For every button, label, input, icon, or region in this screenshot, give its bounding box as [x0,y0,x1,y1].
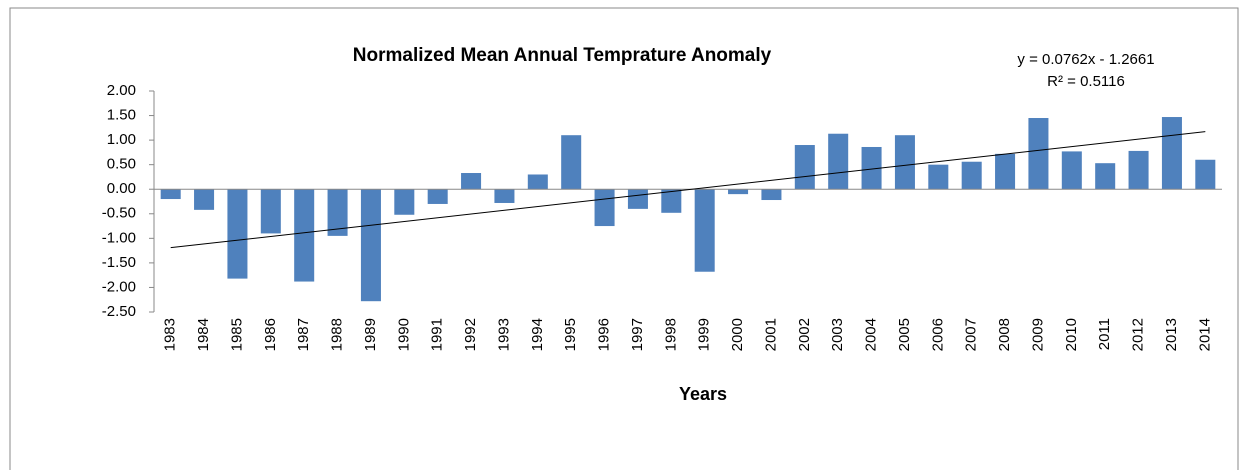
bar [594,189,615,227]
bar [227,189,248,279]
trendline-equation: y = 0.0762x - 1.2661 [1017,51,1154,68]
x-tick-label: 1987 [295,318,312,351]
bar [995,153,1016,190]
bar [761,189,782,201]
x-tick-label: 1996 [596,318,613,351]
bar [828,133,849,190]
x-tick-label: 1988 [329,318,346,351]
x-tick-label: 1989 [362,318,379,351]
bar [1095,163,1116,190]
x-tick-label: 1991 [429,318,446,351]
bar [327,189,348,236]
bar [794,145,815,190]
x-tick-label: 1992 [462,318,479,351]
bar [394,189,415,215]
x-tick-label: 2001 [762,318,779,351]
x-tick-label: 1985 [228,318,245,351]
bar [561,135,582,190]
bar [494,189,515,203]
bar [661,189,682,213]
y-tick-label: -1.50 [102,254,136,271]
bar [894,135,915,190]
x-tick-label: 2014 [1196,318,1213,351]
trendline-r2: R² = 0.5116 [1047,73,1125,90]
chart-frame [9,7,1239,475]
bar [260,189,281,234]
x-tick-label: 2009 [1029,318,1046,351]
chart-title: Normalized Mean Annual Temprature Anomal… [353,45,772,66]
x-tick-label: 1986 [262,318,279,351]
bar [194,189,215,210]
bar [694,189,715,272]
y-tick-label: -1.00 [102,229,136,246]
y-tick-label: -0.50 [102,205,136,222]
x-tick-label: 2011 [1096,318,1113,350]
bar [1195,159,1216,190]
bar [461,173,482,190]
x-tick-label: 2007 [963,318,980,351]
x-tick-label: 1994 [529,318,546,351]
x-tick-label: 2010 [1063,318,1080,351]
y-tick-label: 1.50 [107,107,136,124]
x-tick-label: 2002 [796,318,813,351]
y-tick-label: 1.00 [107,131,136,148]
x-tick-label: 2008 [996,318,1013,351]
x-tick-label: 1984 [195,318,212,351]
x-tick-label: 2006 [929,318,946,351]
x-tick-label: 1990 [395,318,412,351]
y-tick-label: 0.50 [107,156,136,173]
bar [961,161,982,190]
bar [527,174,548,190]
bar [360,189,381,302]
y-tick-label: 0.00 [107,180,136,197]
bar [1028,118,1049,190]
trendline [170,131,1206,249]
bar [1061,151,1082,190]
y-tick-label: -2.00 [102,278,136,295]
bar [627,189,648,209]
bar [427,189,448,204]
x-tick-label: 2013 [1163,318,1180,351]
bar [1128,150,1149,190]
x-tick-label: 2005 [896,318,913,351]
x-tick-label: 1993 [495,318,512,351]
bar [1161,117,1182,190]
x-tick-label: 1983 [162,318,179,351]
bar [928,164,949,190]
x-tick-label: 2012 [1130,318,1147,351]
x-tick-label: 1998 [662,318,679,351]
x-tick-label: 1997 [629,318,646,351]
bar [861,146,882,190]
x-axis-label: Years [679,384,727,404]
x-tick-label: 2003 [829,318,846,351]
x-tick-label: 1995 [562,318,579,351]
x-tick-label: 1999 [696,318,713,351]
y-tick-label: -2.50 [102,303,136,320]
x-tick-label: 2004 [863,318,880,351]
x-tick-label: 2000 [729,318,746,351]
y-tick-label: 2.00 [107,82,136,99]
bar [160,189,181,200]
bar [294,189,315,282]
bar [728,189,749,195]
